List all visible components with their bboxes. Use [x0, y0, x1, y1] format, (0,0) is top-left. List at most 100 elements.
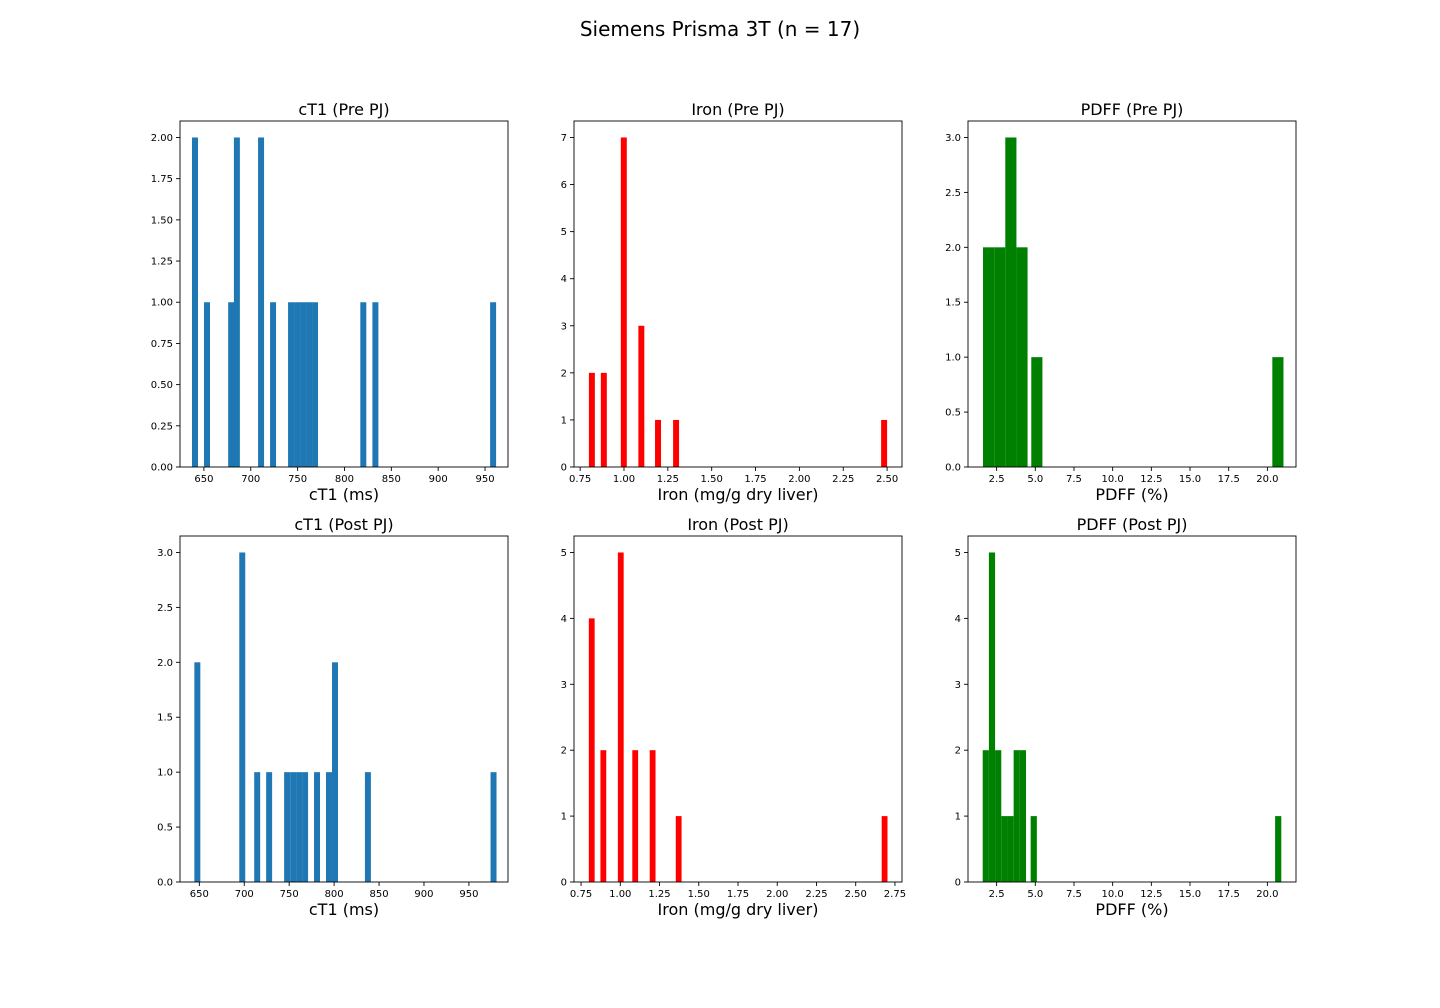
x-tick-label: 1.75 — [744, 474, 766, 485]
bar-12 — [490, 772, 497, 882]
bar-7 — [302, 772, 309, 882]
y-axis: 0.0 0.5 1.0 1.5 2.0 2.5 3.0 — [945, 133, 968, 474]
y-tick-label: 1.5 — [157, 713, 173, 724]
y-tick-label: 1.50 — [151, 215, 173, 226]
y-tick-label: 3.0 — [945, 133, 961, 144]
y-tick-label: 5 — [955, 548, 961, 559]
y-tick-label: 1.00 — [151, 298, 173, 309]
axes-frame — [967, 535, 1297, 883]
x-tick-label: 650 — [194, 474, 213, 485]
bar-5 — [290, 772, 297, 882]
y-tick-label: 1.0 — [157, 768, 173, 779]
x-tick-label: 1.75 — [727, 889, 749, 900]
bar-6 — [881, 816, 888, 882]
y-tick-label: 0.25 — [151, 421, 173, 432]
x-axis-label: cT1 (ms) — [309, 485, 379, 504]
subplot-title: PDFF (Post PJ) — [1077, 515, 1188, 534]
subplot-5: 2.5 5.0 7.5 10.0 12.5 15.0 17.5 20.0 0 1 2 3 4 5 PDFF … — [955, 515, 1297, 919]
x-tick-label: 15.0 — [1179, 889, 1201, 900]
x-tick-label: 1.50 — [688, 889, 710, 900]
bar-5 — [1013, 750, 1020, 882]
x-tick-label: 2.50 — [876, 474, 898, 485]
y-tick-label: 0.5 — [157, 823, 173, 834]
x-tick-label: 900 — [429, 474, 448, 485]
bar-3 — [638, 325, 645, 467]
x-tick-label: 17.5 — [1218, 474, 1240, 485]
x-axis: 2.5 5.0 7.5 10.0 12.5 15.0 17.5 20.0 — [989, 882, 1279, 900]
y-tick-label: 1 — [561, 812, 567, 823]
x-tick-label: 12.5 — [1140, 889, 1162, 900]
y-tick-label: 1.75 — [151, 174, 173, 185]
bar-0 — [588, 372, 595, 467]
bar-4 — [258, 137, 265, 468]
subplot-grid: 650 700 750 800 850 900 9500.000.250.500.751.0… — [151, 100, 1297, 919]
x-tick-label: 2.25 — [832, 474, 854, 485]
y-tick-label: 0.75 — [151, 339, 173, 350]
x-tick-label: 5.0 — [1027, 474, 1043, 485]
x-tick-label: 750 — [288, 474, 307, 485]
bars — [588, 552, 888, 882]
y-tick-label: 1 — [955, 812, 961, 823]
x-tick-label: 750 — [280, 889, 299, 900]
x-tick-label: 850 — [382, 474, 401, 485]
x-tick-label: 0.75 — [569, 474, 591, 485]
x-axis: 650 700 750 800 850 900 950 — [194, 467, 495, 485]
x-tick-label: 2.75 — [884, 889, 906, 900]
x-tick-label: 2.00 — [766, 889, 788, 900]
bar-1 — [239, 552, 246, 882]
x-tick-label: 10.0 — [1102, 474, 1124, 485]
x-tick-label: 1.50 — [701, 474, 723, 485]
bar-2 — [617, 552, 624, 882]
bar-7 — [1030, 816, 1037, 882]
x-tick-label: 10.0 — [1102, 889, 1124, 900]
subplot-1: 0.75 1.00 1.25 1.50 1.75 2.00 2.25 2.50 0 1 2 3 4 5 6 7… — [561, 100, 903, 504]
bar-0 — [983, 247, 995, 467]
y-tick-label: 0.00 — [151, 463, 173, 474]
y-axis: 0.0 0.5 1.0 1.5 2.0 2.5 3.0 — [157, 548, 180, 889]
bar-3 — [1001, 816, 1008, 882]
bar-1 — [988, 552, 996, 882]
bar-6 — [1019, 750, 1027, 882]
x-tick-label: 7.5 — [1066, 474, 1082, 485]
y-tick-label: 3 — [955, 680, 961, 691]
bar-4 — [649, 750, 656, 882]
bar-2 — [620, 137, 627, 468]
subplot-2: 2.5 5.0 7.5 10.0 12.5 15.0 17.5 20.0 0.0 0.5 1.0 1.… — [945, 100, 1297, 504]
y-tick-label: 3 — [561, 321, 567, 332]
y-tick-label: 2 — [955, 746, 961, 757]
y-axis: 0 1 2 3 4 5 — [561, 548, 574, 889]
y-tick-label: 0 — [955, 878, 961, 889]
subplot-title: PDFF (Pre PJ) — [1081, 100, 1184, 119]
bar-13 — [490, 302, 497, 467]
x-tick-label: 5.0 — [1027, 889, 1043, 900]
bar-8 — [300, 302, 307, 467]
subplot-0: 650 700 750 800 850 900 950 0.00 0.25 0.50 0.75 1.0… — [151, 100, 509, 504]
x-tick-label: 650 — [190, 889, 209, 900]
y-tick-label: 2.0 — [157, 658, 173, 669]
x-tick-label: 7.5 — [1066, 889, 1082, 900]
y-tick-label: 1.5 — [945, 298, 961, 309]
x-axis-label: PDFF (%) — [1095, 900, 1168, 919]
y-tick-label: 3.0 — [157, 548, 173, 559]
bar-5 — [673, 419, 680, 467]
x-tick-label: 17.5 — [1218, 889, 1240, 900]
x-axis-label: Iron (mg/g dry liver) — [658, 900, 819, 919]
x-tick-label: 850 — [369, 889, 388, 900]
bar-6 — [881, 419, 888, 467]
bar-8 — [314, 772, 321, 882]
bar-10 — [312, 302, 319, 467]
bar-4 — [655, 419, 661, 467]
y-tick-label: 7 — [561, 133, 567, 144]
x-axis-label: PDFF (%) — [1095, 485, 1168, 504]
bar-10 — [332, 662, 338, 882]
x-tick-label: 1.25 — [657, 474, 679, 485]
x-tick-label: 2.5 — [989, 889, 1005, 900]
bar-9 — [326, 772, 332, 882]
x-tick-label: 12.5 — [1140, 474, 1162, 485]
y-tick-label: 0.0 — [945, 463, 961, 474]
subplot-4: 0.75 1.00 1.25 1.50 1.75 2.00 2.25 2.50 2.75 0 1 2 3… — [561, 515, 906, 919]
x-tick-label: 2.25 — [805, 889, 827, 900]
y-tick-label: 2.00 — [151, 133, 173, 144]
y-tick-label: 2 — [561, 746, 567, 757]
